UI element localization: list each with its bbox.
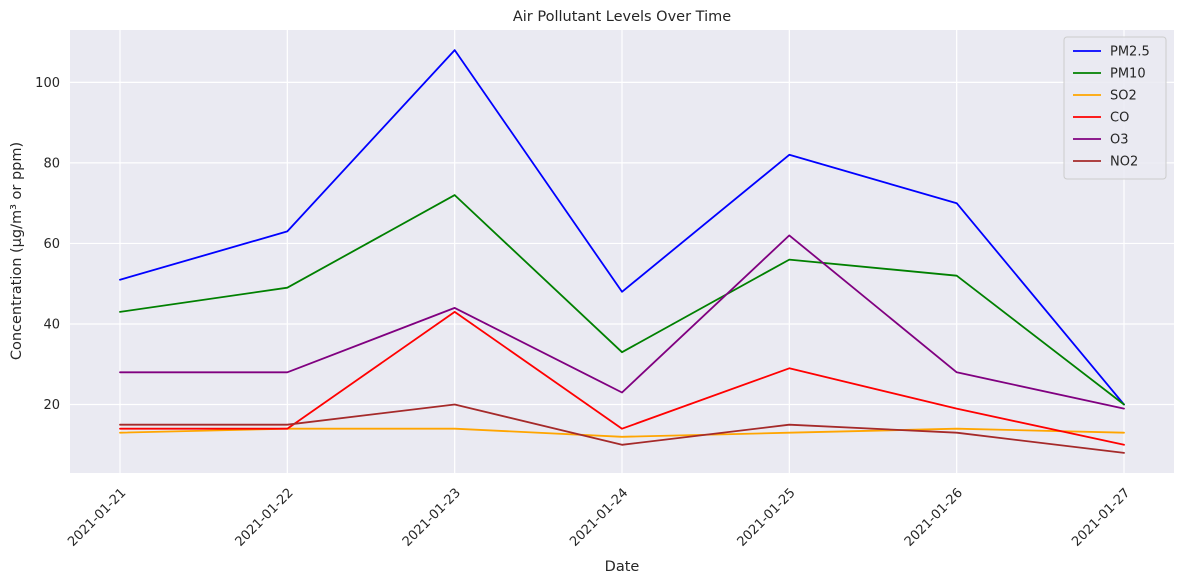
series-line-pm25: [119, 49, 1125, 406]
y-tick-labels: 20 40 60 80 100: [35, 76, 60, 413]
x-tick-labels: 2021-01-21 2021-01-22 2021-01-23 2021-01-24…: [65, 486, 1133, 550]
y-tick-label: 80: [43, 156, 60, 171]
y-tick-label: 100: [35, 76, 60, 91]
y-tick-label: 60: [43, 237, 60, 252]
x-tick-label: 2021-01-25: [735, 486, 799, 550]
legend-label: NO2: [1110, 155, 1138, 170]
legend-label: PM10: [1110, 67, 1146, 82]
x-tick-label: 2021-01-21: [65, 486, 129, 550]
x-tick-label: 2021-01-27: [1069, 486, 1133, 550]
y-tick-label: 20: [43, 398, 60, 413]
legend-label: SO2: [1110, 89, 1137, 104]
legend: PM2.5 PM10 SO2 CO O3 NO2: [1063, 36, 1167, 180]
x-tick-label: 2021-01-26: [902, 486, 966, 550]
series-line-o3: [119, 234, 1125, 410]
legend-label: PM2.5: [1110, 45, 1150, 60]
legend-label: CO: [1110, 111, 1129, 126]
x-tick-label: 2021-01-24: [567, 486, 631, 550]
series-lines: [119, 49, 1125, 454]
x-tick-label: 2021-01-23: [400, 486, 464, 550]
x-axis-label: Date: [605, 559, 640, 575]
x-tick-label: 2021-01-22: [233, 486, 297, 550]
series-line-no2: [119, 403, 1125, 454]
series-line-co: [119, 310, 1125, 446]
chart-title: Air Pollutant Levels Over Time: [513, 9, 731, 25]
y-axis-label: Concentration (µg/m³ or ppm): [9, 142, 25, 360]
y-tick-label: 40: [43, 317, 60, 332]
legend-label: O3: [1110, 133, 1129, 148]
series-line-pm10: [119, 194, 1125, 406]
